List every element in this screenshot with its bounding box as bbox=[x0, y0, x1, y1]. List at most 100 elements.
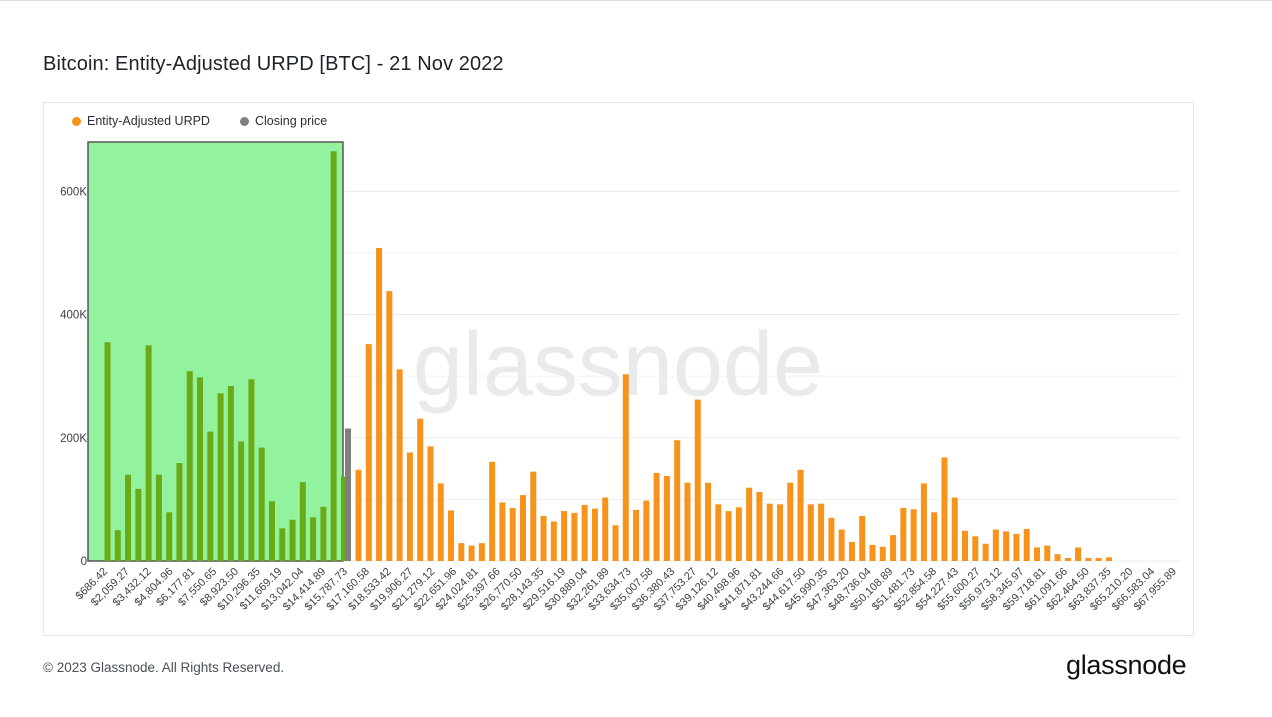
urpd-bar[interactable] bbox=[951, 497, 958, 561]
urpd-bar[interactable] bbox=[355, 469, 362, 561]
urpd-bar[interactable] bbox=[972, 536, 979, 561]
urpd-bar[interactable] bbox=[653, 472, 660, 561]
urpd-bar[interactable] bbox=[941, 457, 948, 561]
urpd-bar[interactable] bbox=[396, 369, 403, 561]
urpd-bar[interactable] bbox=[1105, 557, 1112, 561]
urpd-bar[interactable] bbox=[705, 482, 712, 561]
urpd-bar[interactable] bbox=[1054, 554, 1061, 561]
urpd-bar[interactable] bbox=[417, 418, 424, 561]
urpd-bar[interactable] bbox=[1023, 528, 1030, 561]
urpd-bar[interactable] bbox=[797, 469, 804, 561]
bar-in-range[interactable] bbox=[186, 371, 193, 561]
urpd-bar[interactable] bbox=[663, 475, 670, 561]
urpd-bar[interactable] bbox=[633, 509, 640, 561]
bar-in-range[interactable] bbox=[114, 530, 121, 561]
urpd-bar[interactable] bbox=[489, 461, 496, 561]
urpd-bar[interactable] bbox=[756, 491, 763, 561]
urpd-bar[interactable] bbox=[982, 543, 989, 561]
urpd-bar[interactable] bbox=[992, 529, 999, 561]
urpd-bar[interactable] bbox=[550, 521, 557, 561]
urpd-bar[interactable] bbox=[848, 541, 855, 561]
bar-in-range[interactable] bbox=[330, 151, 337, 561]
bar-in-range[interactable] bbox=[104, 342, 111, 561]
urpd-bar[interactable] bbox=[437, 483, 444, 561]
bar-in-range[interactable] bbox=[238, 441, 245, 561]
bar-in-range[interactable] bbox=[207, 431, 214, 561]
urpd-bar[interactable] bbox=[818, 503, 825, 561]
urpd-bar[interactable] bbox=[448, 510, 455, 561]
urpd-bar[interactable] bbox=[509, 508, 516, 561]
urpd-bar[interactable] bbox=[1033, 547, 1040, 561]
urpd-bar[interactable] bbox=[1064, 557, 1071, 561]
urpd-bar[interactable] bbox=[1003, 531, 1010, 561]
bar-in-range[interactable] bbox=[227, 386, 234, 561]
urpd-bar[interactable] bbox=[581, 504, 588, 561]
urpd-bar[interactable] bbox=[478, 543, 485, 561]
urpd-bar[interactable] bbox=[838, 529, 845, 561]
urpd-bar[interactable] bbox=[519, 495, 526, 561]
urpd-bar[interactable] bbox=[1075, 547, 1082, 561]
bar-in-range[interactable] bbox=[145, 345, 152, 561]
bar-in-range[interactable] bbox=[135, 488, 142, 561]
closing-price-bar[interactable] bbox=[345, 428, 351, 561]
urpd-bar[interactable] bbox=[643, 500, 650, 561]
bar-in-range[interactable] bbox=[176, 463, 183, 561]
urpd-bar[interactable] bbox=[386, 291, 393, 561]
bar-in-range[interactable] bbox=[340, 476, 347, 561]
bar-in-range[interactable] bbox=[155, 474, 162, 561]
urpd-bar[interactable] bbox=[406, 452, 413, 561]
urpd-bar[interactable] bbox=[684, 482, 691, 561]
urpd-bar[interactable] bbox=[1013, 533, 1020, 561]
bar-in-range[interactable] bbox=[320, 506, 327, 561]
urpd-bar[interactable] bbox=[776, 504, 783, 561]
urpd-bar[interactable] bbox=[458, 543, 465, 561]
urpd-bar[interactable] bbox=[1095, 557, 1102, 561]
urpd-bar[interactable] bbox=[571, 512, 578, 561]
urpd-bar[interactable] bbox=[962, 530, 969, 561]
urpd-bar[interactable] bbox=[931, 512, 938, 561]
bar-in-range[interactable] bbox=[248, 379, 255, 561]
urpd-bar[interactable] bbox=[376, 247, 383, 561]
urpd-bar[interactable] bbox=[622, 374, 629, 561]
urpd-bar[interactable] bbox=[910, 509, 917, 561]
urpd-bar[interactable] bbox=[561, 511, 568, 561]
urpd-bar[interactable] bbox=[694, 399, 701, 561]
urpd-bar[interactable] bbox=[828, 517, 835, 561]
urpd-bar[interactable] bbox=[499, 502, 506, 561]
bar-in-range[interactable] bbox=[289, 519, 296, 561]
bar-in-range[interactable] bbox=[299, 482, 306, 561]
urpd-bar[interactable] bbox=[869, 544, 876, 561]
urpd-bar[interactable] bbox=[807, 504, 814, 561]
urpd-bar[interactable] bbox=[879, 546, 886, 561]
bar-in-range[interactable] bbox=[166, 512, 173, 561]
urpd-bar[interactable] bbox=[746, 487, 753, 561]
urpd-bar[interactable] bbox=[725, 511, 732, 561]
urpd-bar[interactable] bbox=[427, 446, 434, 561]
bar-in-range[interactable] bbox=[279, 528, 286, 561]
urpd-bar[interactable] bbox=[468, 545, 475, 561]
urpd-bar[interactable] bbox=[715, 504, 722, 561]
bar-in-range[interactable] bbox=[217, 393, 224, 561]
legend-item-urpd[interactable]: Entity-Adjusted URPD bbox=[72, 114, 210, 128]
bar-in-range[interactable] bbox=[197, 377, 204, 561]
urpd-bar[interactable] bbox=[602, 497, 609, 561]
bar-in-range[interactable] bbox=[125, 474, 132, 561]
legend-item-closing-price[interactable]: Closing price bbox=[239, 114, 327, 128]
urpd-bar[interactable] bbox=[1044, 545, 1051, 561]
bar-in-range[interactable] bbox=[268, 501, 275, 561]
urpd-bar[interactable] bbox=[766, 503, 773, 561]
urpd-bar[interactable] bbox=[365, 344, 372, 561]
urpd-bar[interactable] bbox=[735, 507, 742, 561]
urpd-bar[interactable] bbox=[612, 525, 619, 561]
bar-in-range[interactable] bbox=[258, 447, 265, 561]
urpd-bar[interactable] bbox=[890, 535, 897, 561]
urpd-bar[interactable] bbox=[674, 440, 681, 561]
urpd-bar[interactable] bbox=[920, 483, 927, 561]
urpd-bar[interactable] bbox=[591, 508, 598, 561]
urpd-bar[interactable] bbox=[859, 516, 866, 561]
urpd-bar[interactable] bbox=[900, 508, 907, 561]
urpd-bar[interactable] bbox=[530, 471, 537, 561]
urpd-bar[interactable] bbox=[787, 482, 794, 561]
bar-in-range[interactable] bbox=[310, 517, 317, 561]
urpd-bar[interactable] bbox=[1085, 557, 1092, 561]
